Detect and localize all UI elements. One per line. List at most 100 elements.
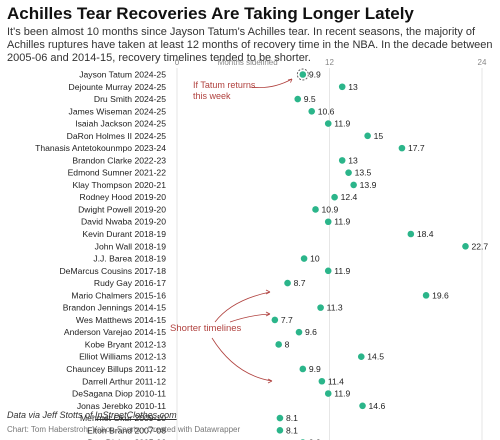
data-dot <box>324 218 332 226</box>
row-label: Brandon Jennings 2014-15 <box>63 303 166 313</box>
source-link[interactable]: InStreetClothes.com <box>95 410 177 420</box>
row-label: Dru Smith 2024-25 <box>94 94 166 104</box>
value-label: 13.9 <box>360 180 377 190</box>
annotation-arrow <box>229 313 271 323</box>
credit-note: Chart: Tom Haberstroh, Yahoo Sports • Cr… <box>7 425 241 434</box>
data-dot <box>317 304 324 311</box>
arrowhead <box>265 289 271 295</box>
value-label: 8 <box>285 339 290 349</box>
value-label: 18.4 <box>417 229 434 239</box>
value-label: 9.9 <box>309 438 321 440</box>
data-dot <box>284 279 291 287</box>
value-label: 9.9 <box>309 364 321 374</box>
value-label: 14.5 <box>367 352 384 362</box>
value-label: 19.6 <box>432 290 449 300</box>
value-label: 22.7 <box>471 241 488 251</box>
x-tick-label: Months sidelined <box>218 58 278 67</box>
data-dot <box>357 353 365 361</box>
value-label: 11.3 <box>327 303 343 313</box>
row-label: Darrell Arthur 2011-12 <box>82 376 166 386</box>
value-label: 15 <box>374 131 384 141</box>
data-dot <box>407 230 415 238</box>
row-label: Mario Chalmers 2015-16 <box>71 290 166 300</box>
data-dot <box>275 341 282 348</box>
row-label: Elton Brand 2007-08 <box>87 425 166 435</box>
data-dot <box>359 402 366 410</box>
annotation-arrow <box>214 291 271 323</box>
data-dot <box>350 181 357 189</box>
annotation-line: If Tatum returns <box>193 80 256 90</box>
row-label: J.J. Barea 2018-19 <box>93 254 166 264</box>
value-label: 13.5 <box>355 168 372 178</box>
value-label: 10.6 <box>318 106 335 116</box>
row-label: Mehmet Okur 2009-10 <box>80 413 166 423</box>
data-dot <box>295 328 303 336</box>
row-label: Jonas Jerebko 2010-11 <box>77 401 166 411</box>
arrowhead <box>265 311 271 317</box>
annotation-tatum: If Tatum returns this week <box>193 80 256 101</box>
chart-subtitle: It's been almost 10 months since Jayson … <box>7 26 493 64</box>
data-dot <box>324 267 332 275</box>
annotation-arrow <box>211 337 273 382</box>
row-label: Edmond Sumner 2021-22 <box>68 168 167 178</box>
annotation-arrow <box>249 78 293 89</box>
row-label: Isaiah Jackson 2024-25 <box>75 119 166 129</box>
value-label: 12.4 <box>341 192 358 202</box>
value-label: 14.6 <box>369 401 386 411</box>
value-label: 10.9 <box>322 204 339 214</box>
value-label: 8.1 <box>286 425 298 435</box>
row-label: DeSagana Diop 2010-11 <box>72 389 166 399</box>
row-label: Thanasis Antetokounmpo 2023-24 <box>35 143 166 153</box>
data-dot <box>398 144 406 152</box>
value-label: 11.9 <box>334 119 350 129</box>
row-label: John Wall 2018-19 <box>95 241 167 251</box>
data-dot <box>338 157 346 164</box>
data-dot <box>276 427 284 434</box>
value-label: 8.7 <box>294 278 306 288</box>
data-dot <box>324 120 332 127</box>
x-tick-label: 24 <box>478 58 487 67</box>
value-label: 11.9 <box>334 217 350 227</box>
arrowhead <box>267 378 273 384</box>
row-label: DeMarcus Cousins 2017-18 <box>59 266 166 276</box>
row-label: Kevin Durant 2018-19 <box>82 229 166 239</box>
row-label: Dwight Powell 2019-20 <box>78 204 166 214</box>
value-label: 11.4 <box>328 376 344 386</box>
data-dot <box>299 71 307 78</box>
value-label: 11.9 <box>334 389 350 399</box>
data-dot <box>294 95 302 103</box>
data-dot <box>422 292 430 299</box>
data-dot <box>271 316 279 324</box>
row-label: Chauncey Billups 2011-12 <box>66 364 166 374</box>
row-label: Anderson Varejao 2014-15 <box>64 327 166 337</box>
value-label: 9.5 <box>304 94 316 104</box>
annotation-line: this week <box>193 91 231 101</box>
data-dot <box>331 193 338 201</box>
row-label: Kobe Bryant 2012-13 <box>85 339 166 349</box>
row-label: Rodney Hood 2019-20 <box>80 192 167 202</box>
row-label: Wes Matthews 2014-15 <box>76 315 166 325</box>
row-label: Klay Thompson 2020-21 <box>73 180 167 190</box>
chart-title: Achilles Tear Recoveries Are Taking Long… <box>7 4 414 23</box>
x-tick-label: 12 <box>325 58 334 67</box>
arrowhead <box>287 78 293 83</box>
data-dot <box>300 255 308 262</box>
row-label: Elliot Williams 2012-13 <box>79 352 166 362</box>
value-label: 13 <box>348 82 358 92</box>
row-label: Jayson Tatum 2024-25 <box>79 70 166 80</box>
data-dot <box>345 169 352 176</box>
data-dot <box>462 242 469 250</box>
data-dot <box>364 132 371 140</box>
highlight-ring <box>296 68 309 81</box>
value-label: 9.6 <box>305 327 317 337</box>
row-label: David Nwaba 2019-20 <box>81 217 166 227</box>
data-dot <box>299 365 307 373</box>
value-label: 11.9 <box>334 266 350 276</box>
data-dot <box>318 377 326 385</box>
x-tick-label: 0 <box>175 58 180 67</box>
source-note: Data via Jeff Stotts of InStreetClothes.… <box>7 410 177 420</box>
row-label: DaRon Holmes II 2024-25 <box>67 131 167 141</box>
value-label: 13 <box>348 155 358 165</box>
annotation-shorter: Shorter timelines <box>170 323 242 334</box>
